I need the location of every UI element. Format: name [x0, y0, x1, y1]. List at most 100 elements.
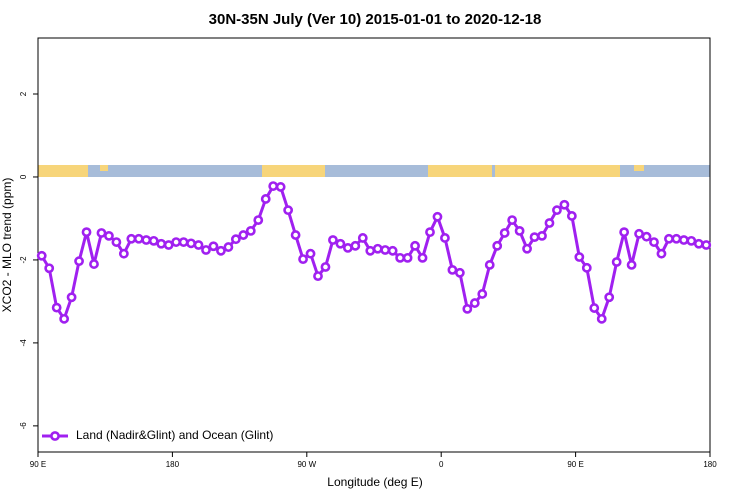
- data-point: [596, 313, 607, 324]
- land-band: [495, 165, 620, 177]
- data-point: [268, 181, 279, 191]
- data-point: [350, 240, 361, 251]
- land-band: [100, 165, 108, 171]
- data-point: [96, 228, 107, 238]
- data-point: [544, 218, 555, 228]
- data-point: [66, 292, 77, 303]
- data-point: [171, 237, 182, 247]
- y-tick-label: 0: [19, 174, 28, 179]
- data-point: [283, 205, 294, 216]
- data-point: [664, 233, 674, 244]
- data-point: [454, 267, 465, 278]
- data-point: [604, 292, 615, 303]
- data-point: [537, 230, 547, 241]
- data-point: [328, 235, 338, 245]
- data-point: [104, 230, 114, 241]
- data-point: [402, 252, 413, 263]
- data-point: [74, 256, 84, 267]
- data-point: [484, 260, 495, 270]
- data-point: [178, 237, 189, 247]
- data-point: [148, 235, 159, 246]
- data-point: [365, 245, 376, 256]
- data-point: [469, 298, 480, 308]
- y-tick-label: -2: [19, 256, 28, 264]
- data-point: [425, 227, 435, 238]
- data-point: [492, 240, 503, 251]
- data-point: [372, 243, 383, 254]
- data-point: [477, 289, 488, 299]
- data-point: [686, 235, 697, 246]
- data-point: [313, 271, 323, 282]
- legend-label: Land (Nadir&Glint) and Ocean (Glint): [76, 428, 273, 442]
- data-point: [186, 238, 196, 249]
- data-point: [305, 248, 316, 259]
- x-tick-label: 90 E: [30, 460, 46, 469]
- data-point: [387, 245, 398, 256]
- data-point: [216, 245, 226, 256]
- data-point: [320, 262, 331, 272]
- data-point: [611, 257, 622, 267]
- data-point: [298, 254, 308, 265]
- data-point: [208, 241, 219, 252]
- data-point: [89, 259, 99, 269]
- y-tick-label: -6: [19, 422, 28, 430]
- data-point: [678, 235, 689, 245]
- data-point: [59, 313, 70, 324]
- data-point: [447, 264, 458, 275]
- data-point: [656, 248, 667, 259]
- data-point: [335, 238, 346, 249]
- data-point: [141, 235, 152, 245]
- data-point: [574, 252, 585, 262]
- data-point: [499, 228, 510, 238]
- data-point: [417, 252, 428, 263]
- data-point: [693, 238, 704, 249]
- data-point: [163, 240, 174, 250]
- data-point: [634, 228, 644, 239]
- data-point: [529, 232, 540, 243]
- data-point: [223, 242, 234, 252]
- data-point: [245, 225, 256, 236]
- surface-band: [38, 165, 710, 177]
- data-point: [641, 231, 652, 242]
- x-tick-label: 180: [166, 460, 180, 469]
- data-point: [432, 211, 443, 222]
- data-point: [671, 233, 682, 244]
- data-point: [649, 237, 659, 247]
- data-point: [36, 250, 47, 261]
- data-point: [522, 243, 532, 254]
- data-point: [626, 260, 637, 270]
- y-axis-label: XCO2 - MLO trend (ppm): [0, 178, 14, 313]
- data-point: [410, 240, 420, 251]
- data-point: [380, 245, 391, 255]
- chart-title: 30N-35N July (Ver 10) 2015-01-01 to 2020…: [209, 11, 542, 28]
- data-point: [566, 211, 577, 221]
- data-point: [111, 237, 122, 247]
- data-point: [81, 227, 92, 238]
- data-point: [156, 238, 167, 249]
- data-point: [253, 215, 264, 226]
- data-point: [395, 252, 406, 263]
- data-point: [51, 302, 62, 313]
- data-point: [581, 262, 592, 273]
- data-point: [275, 182, 286, 192]
- x-tick-label: 0: [439, 460, 444, 469]
- data-point: [118, 248, 129, 259]
- data-point: [357, 233, 368, 243]
- x-axis-label: Longitude (deg E): [327, 475, 422, 489]
- data-point: [238, 230, 249, 240]
- x-tick-label: 180: [703, 460, 717, 469]
- data-point: [126, 233, 137, 244]
- data-point: [290, 230, 301, 240]
- legend-marker: [50, 431, 60, 441]
- land-band: [428, 165, 492, 177]
- y-tick-label: -4: [19, 339, 28, 347]
- data-point: [440, 233, 450, 243]
- data-point: [559, 199, 570, 210]
- data-point: [44, 263, 55, 274]
- data-point: [589, 303, 600, 313]
- land-band: [262, 165, 325, 177]
- data-point: [619, 227, 630, 238]
- data-point: [462, 303, 473, 314]
- data-point: [514, 225, 525, 236]
